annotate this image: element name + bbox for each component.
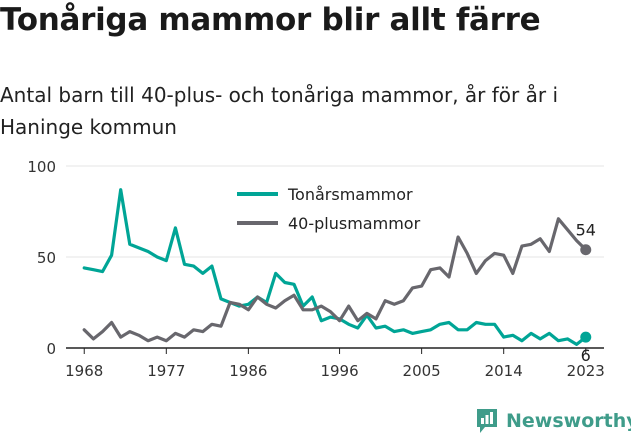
series-end-point-0	[580, 331, 592, 343]
y-axis: 0 50 100	[27, 158, 56, 358]
legend-label-0: Tonårsmammor	[287, 185, 413, 204]
series-end-label-0: 6	[581, 346, 591, 365]
x-axis: 1968 1977 1986 1996 2005 2014 2023	[65, 347, 605, 380]
y-tick-label: 0	[46, 340, 56, 358]
x-tick-label: 1968	[65, 362, 103, 380]
y-tick-label: 100	[27, 158, 56, 176]
series-lines	[82, 188, 592, 346]
brand-name: Newsworthy	[506, 410, 631, 432]
chart-subtitle: Antal barn till 40-plus- och tonåriga ma…	[0, 83, 559, 139]
series-line-1	[82, 217, 588, 343]
x-tick-label: 2005	[403, 362, 441, 380]
x-tick-label: 1977	[147, 362, 185, 380]
series-end-label-1: 54	[576, 221, 596, 240]
legend: Tonårsmammor 40-plusmammor	[237, 185, 421, 233]
brand-logo: Newsworthy	[475, 407, 631, 435]
newsworthy-logo-icon	[477, 409, 497, 433]
end-labels: 6 54	[576, 221, 596, 365]
legend-label-1: 40-plusmammor	[288, 214, 421, 233]
y-tick-label: 50	[37, 249, 56, 267]
x-tick-label: 2014	[485, 362, 523, 380]
series-end-point-1	[580, 244, 592, 256]
x-tick-label: 1986	[229, 362, 267, 380]
x-tick-label: 2023	[567, 362, 605, 380]
chart-title: Tonåriga mammor blir allt färre	[0, 2, 541, 38]
x-tick-label: 1996	[320, 362, 358, 380]
